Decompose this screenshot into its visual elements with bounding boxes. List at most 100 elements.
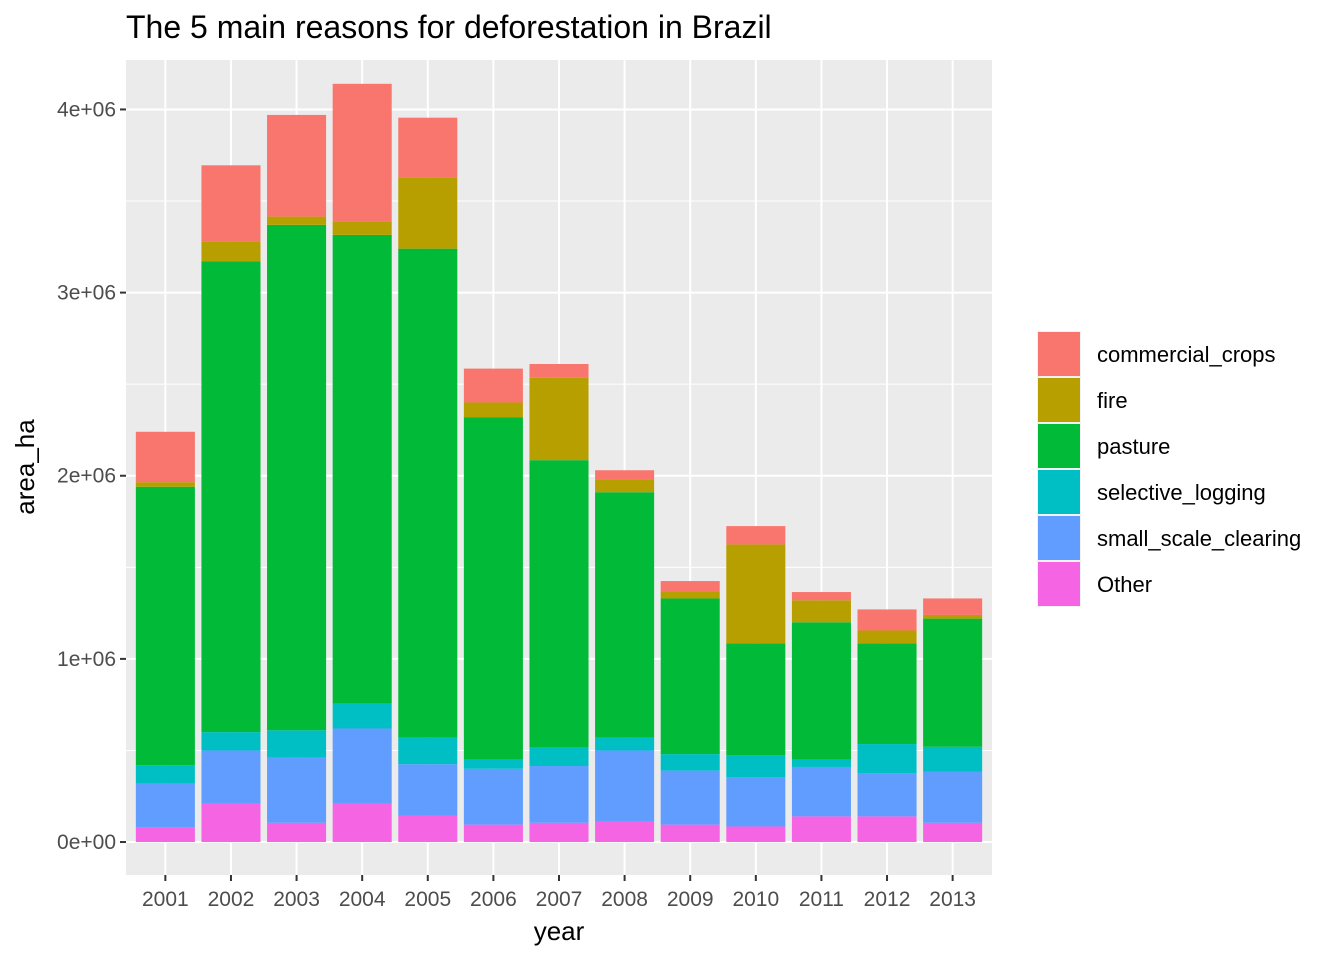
bar-2002-commercial-crops <box>201 165 261 242</box>
bar-2013-small-scale-clearing <box>923 771 983 823</box>
bar-2004-small-scale-clearing <box>332 728 392 804</box>
bar-2012-pasture <box>857 643 917 745</box>
legend-key-swatch <box>1038 470 1080 514</box>
bar-2002-other <box>201 803 261 843</box>
bar-2009-pasture <box>660 598 720 755</box>
bar-2009-other <box>660 824 720 843</box>
bar-2007-pasture <box>529 460 589 748</box>
bar-2005-other <box>398 815 458 843</box>
x-tick-label: 2008 <box>601 888 648 911</box>
y-tick-label: 4e+06 <box>57 98 116 121</box>
bar-2011-fire <box>791 600 851 623</box>
bar-2004-pasture <box>332 234 392 704</box>
bar-2002-fire <box>201 241 261 262</box>
bar-2008-small-scale-clearing <box>595 750 655 822</box>
bar-2001-commercial-crops <box>135 431 195 483</box>
bar-2006-selective-logging <box>463 759 523 769</box>
bar-2003-other <box>267 822 327 843</box>
bar-2009-selective-logging <box>660 754 720 771</box>
y-tick-label: 3e+06 <box>57 282 116 305</box>
bar-2004-other <box>332 803 392 843</box>
bar-2013-fire <box>923 614 983 619</box>
bar-2007-commercial-crops <box>529 364 589 378</box>
y-tick-label: 1e+06 <box>57 648 116 671</box>
bar-2008-fire <box>595 479 655 493</box>
x-tick-label: 2011 <box>799 888 844 911</box>
x-tick-label: 2007 <box>536 888 583 911</box>
bar-2010-selective-logging <box>726 755 786 778</box>
bar-2005-fire <box>398 177 458 249</box>
bar-2002-small-scale-clearing <box>201 750 261 804</box>
bar-2010-commercial-crops <box>726 526 786 545</box>
x-axis: 2001 2002 2003 2004 2005 2006 2007 2008 2009 2010… <box>142 875 976 911</box>
bar-2009-commercial-crops <box>660 581 720 592</box>
bar-2009-fire <box>660 591 720 599</box>
bar-2006-other <box>463 824 523 843</box>
legend-key-swatch <box>1038 332 1080 376</box>
legend-key-swatch <box>1038 424 1080 468</box>
bar-2006-fire <box>463 402 523 418</box>
bar-2001-pasture <box>135 486 195 766</box>
bar-2009-small-scale-clearing <box>660 770 720 825</box>
bar-2011-commercial-crops <box>791 592 851 601</box>
bar-2003-selective-logging <box>267 730 327 758</box>
bar-2007-fire <box>529 377 589 461</box>
bar-2013-pasture <box>923 618 983 747</box>
x-tick-label: 2013 <box>929 888 976 911</box>
x-tick-label: 2002 <box>208 888 255 911</box>
bar-2005-commercial-crops <box>398 117 458 178</box>
bar-2011-small-scale-clearing <box>791 766 851 817</box>
bar-2012-commercial-crops <box>857 609 917 631</box>
bar-2013-other <box>923 822 983 843</box>
legend-label: Other <box>1097 572 1152 597</box>
bar-2012-fire <box>857 630 917 644</box>
bar-2005-pasture <box>398 248 458 738</box>
bar-2010-fire <box>726 544 786 644</box>
bar-2008-other <box>595 821 655 843</box>
x-axis-title: year <box>534 916 585 946</box>
bar-2006-pasture <box>463 417 523 760</box>
x-tick-label: 2010 <box>732 888 779 911</box>
x-tick-label: 2003 <box>273 888 320 911</box>
bar-2006-commercial-crops <box>463 368 523 403</box>
bar-2007-small-scale-clearing <box>529 766 589 823</box>
bar-2005-selective-logging <box>398 737 458 765</box>
bar-2011-other <box>791 816 851 843</box>
chart-title: The 5 main reasons for deforestation in … <box>126 9 772 45</box>
x-tick-label: 2005 <box>404 888 451 911</box>
bar-2011-selective-logging <box>791 759 851 767</box>
bar-2006-small-scale-clearing <box>463 768 523 825</box>
bar-2002-selective-logging <box>201 732 261 751</box>
bar-2001-small-scale-clearing <box>135 783 195 828</box>
bar-2011-pasture <box>791 622 851 760</box>
y-tick-label: 0e+00 <box>57 831 116 854</box>
bar-2003-pasture <box>267 224 327 731</box>
y-axis-title: area_ha <box>10 419 40 515</box>
x-tick-label: 2012 <box>864 888 911 911</box>
bar-2008-commercial-crops <box>595 470 655 480</box>
legend-label: fire <box>1097 388 1128 413</box>
legend-label: small_scale_clearing <box>1097 526 1301 551</box>
x-tick-label: 2009 <box>667 888 714 911</box>
bar-2001-selective-logging <box>135 765 195 784</box>
x-tick-label: 2001 <box>142 888 189 911</box>
y-tick-label: 2e+06 <box>57 465 116 488</box>
legend-label: selective_logging <box>1097 480 1266 505</box>
bar-2008-selective-logging <box>595 737 655 751</box>
bar-2012-small-scale-clearing <box>857 773 917 817</box>
bar-2010-pasture <box>726 643 786 756</box>
bar-2004-fire <box>332 221 392 235</box>
bar-2001-fire <box>135 482 195 487</box>
bar-2001-other <box>135 827 195 843</box>
bar-2013-commercial-crops <box>923 598 983 615</box>
bar-2002-pasture <box>201 261 261 733</box>
legend-key-swatch <box>1038 562 1080 606</box>
stacked-bars <box>135 83 983 843</box>
bar-2003-fire <box>267 216 327 225</box>
bar-2012-other <box>857 816 917 843</box>
bar-2005-small-scale-clearing <box>398 764 458 816</box>
bar-2003-small-scale-clearing <box>267 757 327 823</box>
legend-key-swatch <box>1038 516 1080 560</box>
bar-2004-selective-logging <box>332 703 392 729</box>
